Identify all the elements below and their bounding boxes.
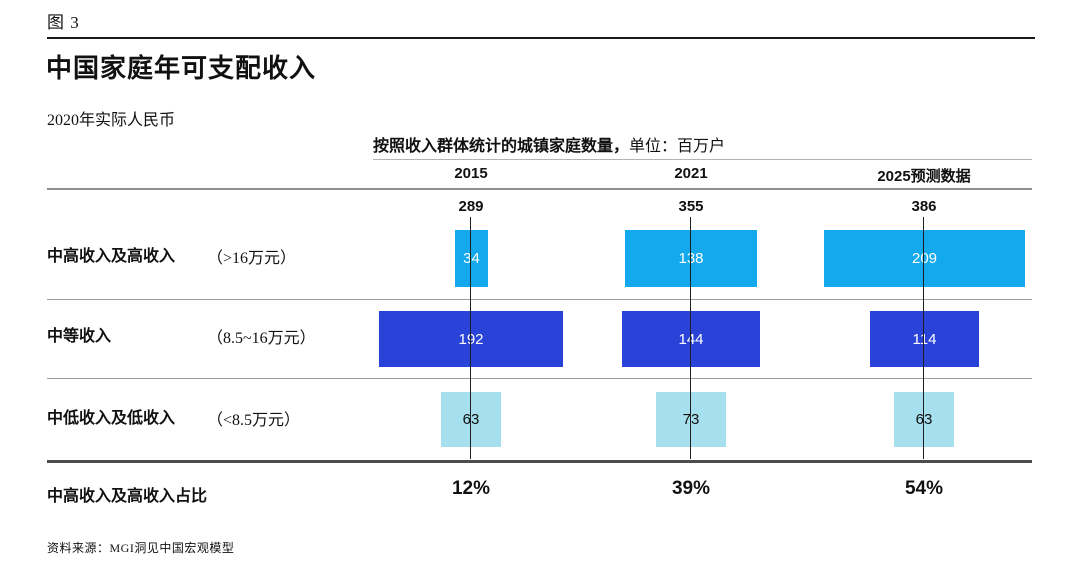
subtitle-unit: 单位：百万户 (629, 138, 726, 155)
bar-lower-2015: 63 (441, 392, 501, 447)
bar-value: 63 (462, 411, 480, 428)
row-qualifier-lower-income: （<8.5万元） (207, 412, 301, 429)
bar-upper-2025: 209 (824, 230, 1025, 287)
bar-upper-2021: 138 (625, 230, 757, 287)
bar-value: 73 (682, 411, 700, 428)
bar-value: 114 (912, 330, 937, 348)
column-axis-line (923, 217, 924, 459)
row-qualifier-middle-income: （8.5~16万元） (207, 330, 316, 347)
column-axis-line (690, 217, 691, 459)
total-label: 355 (678, 198, 704, 215)
bar-middle-2025: 114 (870, 311, 979, 367)
subtitle-underline (373, 159, 1032, 160)
column-header-2025-forecast: 2025预测数据 (877, 168, 971, 185)
row-qualifier-upper-income: （>16万元） (207, 250, 297, 267)
bar-lower-2025: 63 (894, 392, 954, 447)
bar-value: 34 (463, 250, 480, 267)
table-bottom-rule (47, 460, 1032, 463)
subtitle-main: 按照收入群体统计的城镇家庭数量， (373, 138, 630, 155)
total-label: 289 (458, 198, 484, 215)
share-value-2025: 54% (904, 478, 944, 499)
bar-value: 138 (678, 250, 704, 267)
chart-subtitle: 按照收入群体统计的城镇家庭数量，单位：百万户 (373, 132, 725, 156)
bar-lower-2021: 73 (656, 392, 726, 447)
source-note: 资料来源：MGI洞见中国宏观模型 (47, 541, 235, 555)
bar-upper-2015: 34 (455, 230, 488, 287)
share-value-2015: 12% (451, 478, 491, 499)
bar-middle-2015: 192 (379, 311, 563, 367)
bar-value: 209 (911, 250, 938, 267)
currency-note: 2020年实际人民币 (47, 112, 176, 129)
figure-number: 图 3 (47, 13, 80, 32)
share-value-2021: 39% (671, 478, 711, 499)
share-row-label: 中高收入及高收入占比 (47, 488, 208, 505)
header-rule (47, 37, 1035, 39)
column-header-2021: 2021 (674, 165, 708, 182)
bar-middle-2021: 144 (622, 311, 760, 367)
bar-value: 63 (915, 411, 933, 428)
row-separator-1 (47, 299, 1032, 300)
chart-title: 中国家庭年可支配收入 (46, 54, 317, 83)
bar-value: 144 (678, 330, 704, 348)
column-header-2015: 2015 (454, 165, 488, 182)
row-label-middle-income: 中等收入 (47, 328, 112, 345)
total-label: 386 (911, 198, 937, 215)
row-label-upper-income: 中高收入及高收入 (47, 248, 176, 265)
bar-value: 192 (458, 330, 484, 348)
column-header-underline (47, 188, 1032, 190)
row-label-lower-income: 中低收入及低收入 (47, 410, 176, 427)
column-axis-line (470, 217, 471, 459)
row-separator-2 (47, 378, 1032, 379)
